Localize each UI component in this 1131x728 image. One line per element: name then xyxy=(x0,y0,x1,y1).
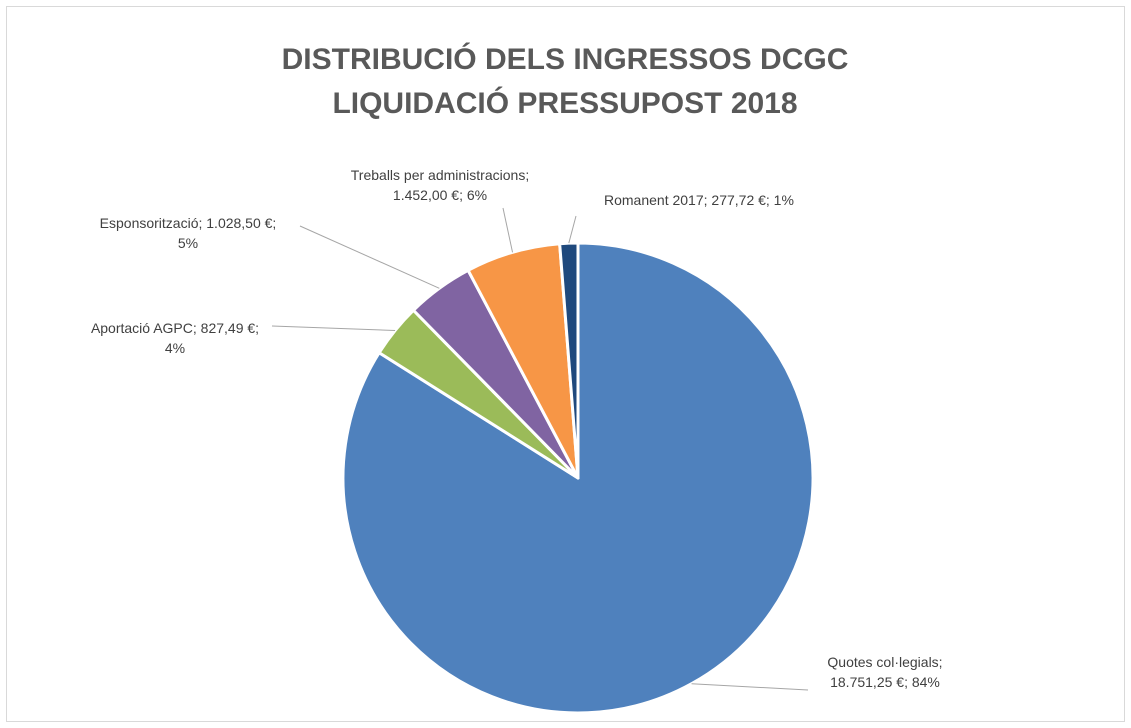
data-label: Romanent 2017; 277,72 €; 1% xyxy=(604,192,794,208)
data-label: Treballs per administracions; 1.452,00 €… xyxy=(350,167,530,203)
leader-line xyxy=(502,207,514,253)
data-label: Aportació AGPC; 827,49 €; 4% xyxy=(90,320,260,356)
leader-line xyxy=(568,215,577,244)
pie-slice xyxy=(558,241,580,480)
data-label: Quotes col·legials; 18.751,25 €; 84% xyxy=(827,654,943,690)
leader-line xyxy=(299,225,440,289)
data-label: Esponsorització; 1.028,50 €; 5% xyxy=(99,215,277,251)
chart-title: DISTRIBUCIÓ DELS INGRESSOS DCGC LIQUIDAC… xyxy=(281,43,849,120)
leader-line xyxy=(691,683,809,691)
chart-frame xyxy=(6,6,1125,722)
leader-line xyxy=(271,325,396,331)
